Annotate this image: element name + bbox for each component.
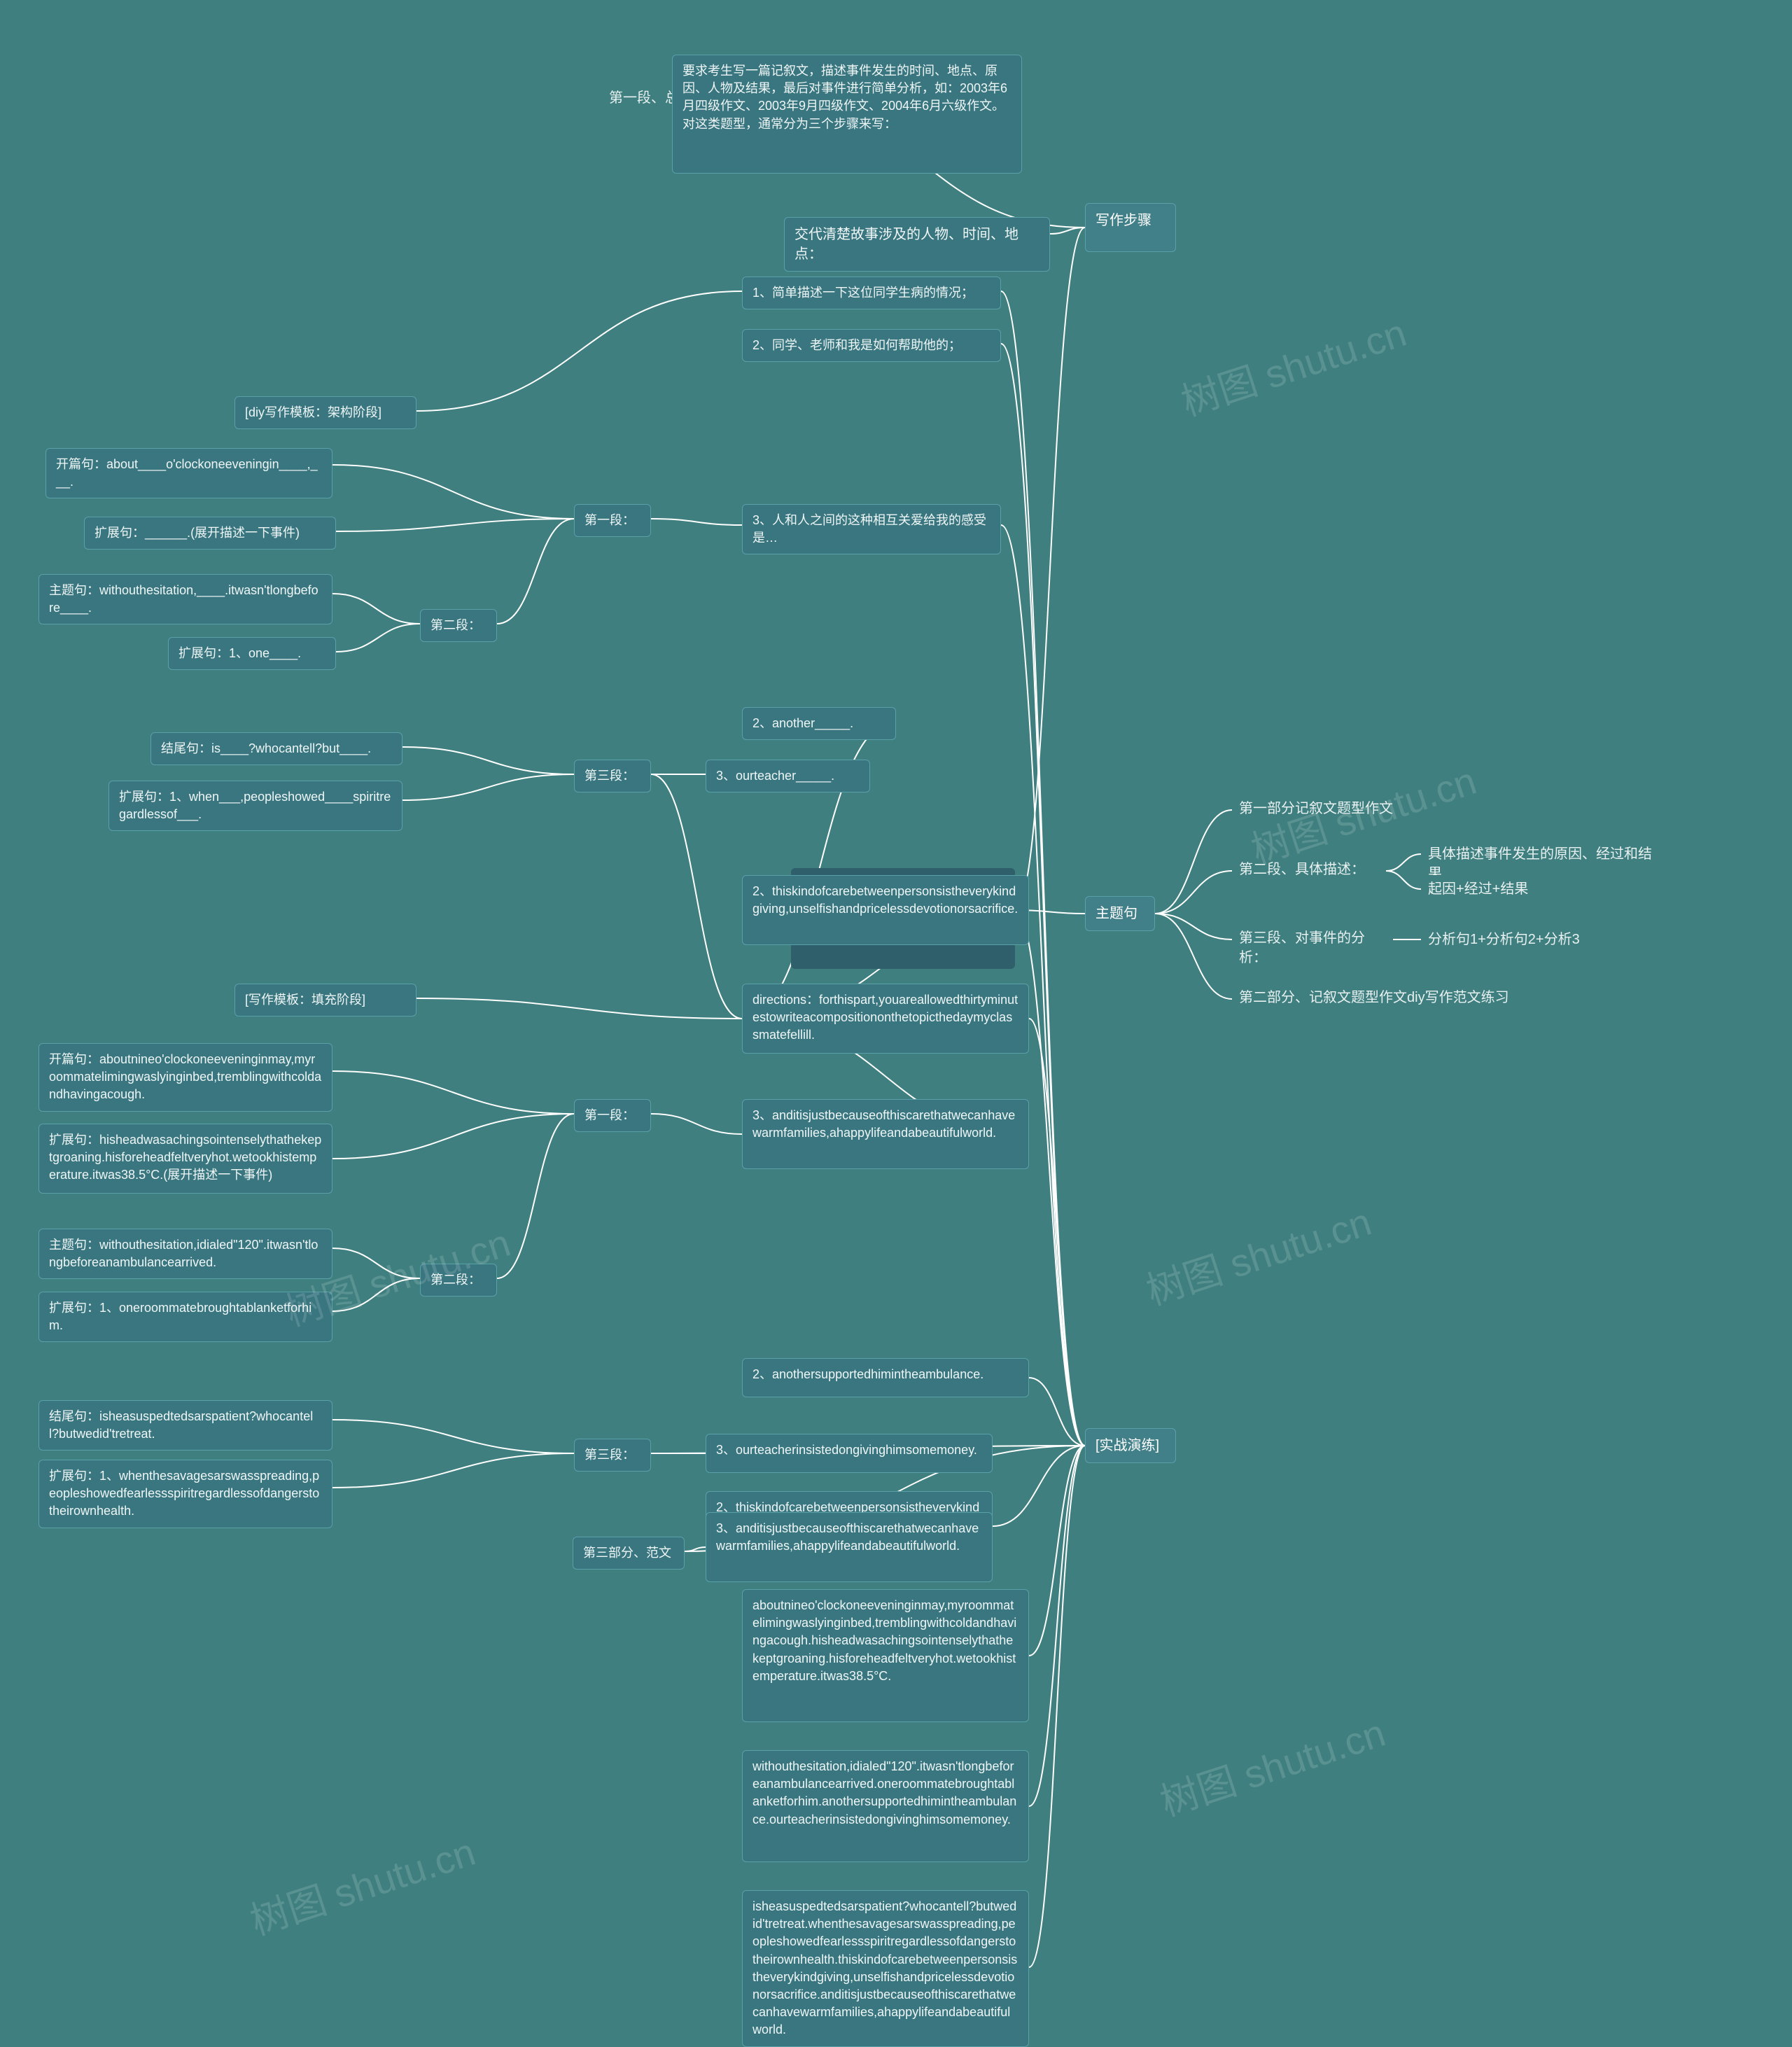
node-sec3: 第三段： [574,760,651,792]
node-r2: [实战演练] [1085,1428,1176,1463]
node-r3: 主题句 [1085,896,1155,931]
node-r2_p3: isheasuspedtedsarspatient?whocantell?but… [742,1890,1029,2047]
connector [416,291,742,411]
connector [1029,1019,1085,1446]
node-s1b: 扩展句：______.(展开描述一下事件) [84,517,336,550]
node-r2_dir: directions：forthispart,youareallowedthir… [742,984,1029,1054]
node-r1: 写作步骤 [1085,203,1176,252]
connector [332,1248,420,1278]
connector [651,519,742,525]
node-fs3r: 3、ourteacherinsistedongivinghimsomemoney… [706,1434,993,1473]
connector [332,1071,574,1114]
node-sec3_t2: 2、thiskindofcarebetweenpersonsistheveryk… [742,875,1029,945]
node-s2b: 扩展句：1、one____. [168,637,336,670]
connector [332,1278,420,1311]
node-s3a: 结尾句：is____?whocantell?but____. [150,732,402,765]
node-r3b1: 分析句1+分析句2+分析3 [1421,925,1610,953]
node-r3b: 第三段、对事件的分析： [1232,924,1393,972]
watermark: 树图 shutu.cn [242,1820,482,1945]
node-s3r: 3、ourteacher_____. [706,760,870,792]
watermark: 树图 shutu.cn [1173,301,1413,426]
node-fsec1: 第一段： [574,1099,651,1132]
watermark: 树图 shutu.cn [1152,1701,1392,1826]
connector [332,465,574,519]
node-fs2a: 主题句：withouthesitation,idialed"120".itwas… [38,1229,332,1279]
node-r2_p2: withouthesitation,idialed"120".itwasn'tl… [742,1750,1029,1862]
node-r2_p1: aboutnineo'clockoneeveninginmay,myroomma… [742,1589,1029,1722]
connector [1029,1446,1085,1656]
connector [497,1114,574,1278]
connector [685,1547,706,1551]
connector [1386,854,1421,871]
node-fs3b: 扩展句：1、whenthesavagesarswasspreading,peop… [38,1460,332,1528]
node-fsec2: 第二段： [420,1264,497,1297]
connector [497,519,574,624]
connector [1386,871,1421,889]
node-r2_s3: 3、人和人之间的这种相互关爱给我的感受是… [742,504,1001,554]
node-sec2: 第二段： [420,609,497,642]
node-fs2b: 扩展句：1、oneroommatebroughtablanketforhim. [38,1292,332,1342]
node-sec1: 第一段： [574,504,651,537]
connector [1155,914,1232,999]
connector [651,1114,742,1134]
mindmap-canvas: 2018年英语六级作文模板：记叙文题型写作步骤第一段、总结描述：要求考生写一篇记… [0,0,1792,2047]
node-s2a: 主题句：withouthesitation,____.itwasn'tlongb… [38,574,332,624]
node-r3post: 第二部分、记叙文题型作文diy写作范文练习 [1232,984,1519,1014]
node-r1b: 交代清楚故事涉及的人物、时间、地点： [784,217,1050,272]
node-diy: [diy写作模板：架构阶段] [234,396,416,429]
connector [1155,810,1232,914]
connector [336,519,574,531]
connector [1029,1446,1085,1806]
node-s1a: 开篇句：about____o'clockoneeveningin____,___… [46,448,332,498]
node-s2c_solo: 2、another_____. [742,707,896,740]
node-r1a1: 要求考生写一篇记叙文，描述事件发生的时间、地点、原因、人物及结果，最后对事件进行… [672,55,1022,174]
node-fill_label: [写作模板：填充阶段] [234,984,416,1016]
connector [993,1446,1085,1526]
connector [332,1114,574,1159]
node-sec3_t3: 3、anditisjustbecauseofthiscarethatwecanh… [742,1099,1029,1169]
connector [416,998,742,1019]
connector [332,1453,574,1488]
node-fs1a: 开篇句：aboutnineo'clockoneeveninginmay,myro… [38,1043,332,1112]
node-r2_s1: 1、简单描述一下这位同学生病的情况； [742,277,1001,309]
node-r3a2: 起因+经过+结果 [1421,875,1575,903]
connector [1155,914,1232,939]
node-p3r: 3、anditisjustbecauseofthiscarethatwecanh… [706,1512,993,1582]
node-fs3a: 结尾句：isheasuspedtedsarspatient?whocantell… [38,1400,332,1451]
connector [332,1420,574,1453]
node-r2_s2: 2、同学、老师和我是如何帮助他的； [742,329,1001,362]
connector [1029,1446,1085,1967]
node-fsec3: 第三段： [574,1439,651,1472]
connector [336,624,420,652]
node-fs1b: 扩展句：hisheadwasachingsointenselythathekep… [38,1124,332,1194]
connector [402,774,574,800]
node-r3a: 第二段、具体描述： [1232,855,1386,886]
connector [1029,1378,1085,1446]
connector [1015,228,1085,910]
connector [402,747,574,774]
connector [1001,291,1085,1446]
connector [1155,871,1232,914]
node-s3b: 扩展句：1、when___,peopleshowed____spiritrega… [108,781,402,831]
connector [651,774,742,1019]
node-part3: 第三部分、范文 [573,1537,685,1570]
connector [1050,228,1085,234]
node-fs2c_solo: 2、anothersupportedhimintheambulance. [742,1358,1029,1397]
node-r3pre: 第一部分记叙文题型作文 [1232,795,1421,825]
connector [332,594,420,624]
watermark: 树图 shutu.cn [1138,1190,1378,1315]
